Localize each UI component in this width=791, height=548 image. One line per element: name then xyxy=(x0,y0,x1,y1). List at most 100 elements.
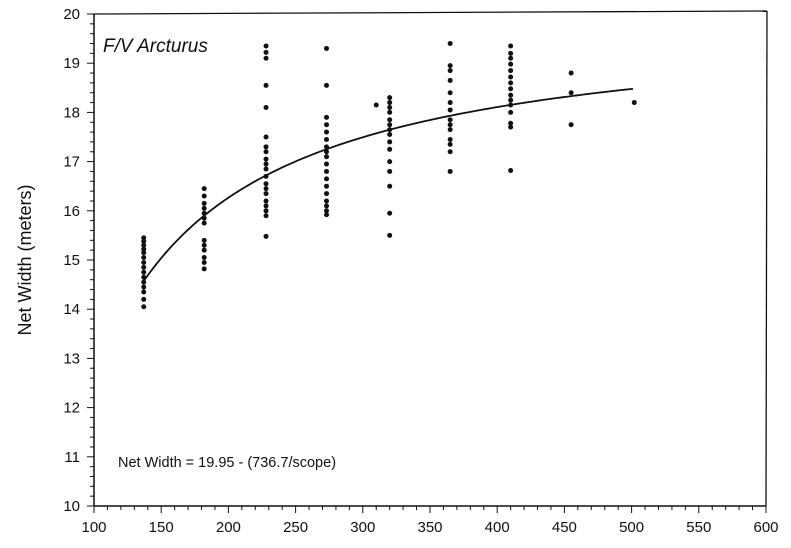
data-point xyxy=(141,246,147,252)
data-point xyxy=(387,139,393,145)
y-tick-label: 19 xyxy=(63,55,80,72)
x-tick-label: 300 xyxy=(350,519,375,536)
data-point xyxy=(324,82,330,88)
data-point xyxy=(324,114,330,120)
data-point xyxy=(324,198,330,204)
data-point xyxy=(141,264,147,270)
y-tick-label: 16 xyxy=(63,203,80,220)
y-tick-label: 13 xyxy=(63,350,80,367)
data-point xyxy=(263,156,269,162)
data-point xyxy=(387,109,393,115)
data-point xyxy=(387,117,393,123)
y-tick-label: 14 xyxy=(63,301,80,318)
data-point xyxy=(508,92,514,98)
data-point xyxy=(201,193,207,199)
data-point xyxy=(324,203,330,209)
data-point xyxy=(447,122,453,128)
data-point xyxy=(447,168,453,174)
data-point xyxy=(141,279,147,285)
data-point xyxy=(263,104,269,110)
y-tick-label: 11 xyxy=(64,449,80,466)
plot-frame-right xyxy=(765,10,768,507)
data-point xyxy=(508,86,514,92)
data-point xyxy=(263,134,269,140)
x-tick-label: 400 xyxy=(485,519,510,536)
data-point xyxy=(568,90,574,96)
data-point xyxy=(201,242,207,248)
data-point xyxy=(447,141,453,147)
data-point xyxy=(508,50,514,56)
data-point xyxy=(263,191,269,197)
data-point xyxy=(201,266,207,272)
data-point xyxy=(447,149,453,155)
data-point xyxy=(508,80,514,86)
x-tick-label: 550 xyxy=(686,519,711,536)
chart-title: F/V Arcturus xyxy=(103,36,208,57)
data-point xyxy=(387,168,393,174)
data-point xyxy=(263,208,269,214)
data-point xyxy=(263,49,269,55)
data-point xyxy=(447,107,453,113)
data-point xyxy=(141,304,147,310)
data-point xyxy=(508,109,514,115)
x-tick-label: 150 xyxy=(149,519,174,536)
y-tick-label: 20 xyxy=(63,6,80,23)
data-point xyxy=(447,127,453,133)
data-point xyxy=(387,132,393,138)
y-tick-label: 10 xyxy=(63,498,80,515)
data-point xyxy=(201,259,207,265)
data-point xyxy=(568,70,574,76)
plot-frame xyxy=(93,10,768,507)
data-point xyxy=(201,247,207,253)
tick-labels: 100 150 200 250 300 350 400 450 500 550 600 10 11 12 1… xyxy=(63,6,778,536)
data-point xyxy=(508,68,514,74)
data-point xyxy=(324,168,330,174)
data-point xyxy=(387,122,393,128)
y-axis-label: Net Width (meters) xyxy=(15,184,35,335)
data-point xyxy=(324,183,330,189)
data-point xyxy=(141,255,147,261)
data-point xyxy=(387,100,393,106)
data-point xyxy=(387,183,393,189)
data-point xyxy=(387,95,393,101)
data-point xyxy=(387,232,393,238)
y-tick-label: 12 xyxy=(63,400,80,417)
data-point xyxy=(201,205,207,211)
data-points xyxy=(141,41,637,310)
data-point xyxy=(508,167,514,173)
data-point xyxy=(263,144,269,150)
data-point xyxy=(387,104,393,110)
data-point xyxy=(263,213,269,219)
data-point xyxy=(141,238,147,244)
data-point xyxy=(324,161,330,167)
x-tick-label: 250 xyxy=(283,519,308,536)
x-tick-label: 350 xyxy=(417,519,442,536)
x-tick-label: 450 xyxy=(552,519,577,536)
axis-ticks xyxy=(87,13,767,513)
data-point xyxy=(141,269,147,275)
fit-equation: Net Width = 19.95 - (736.7/scope) xyxy=(118,455,336,471)
x-tick-label: 500 xyxy=(619,519,644,536)
data-point xyxy=(373,102,379,108)
data-point xyxy=(324,129,330,135)
data-point xyxy=(508,43,514,49)
data-point xyxy=(387,210,393,216)
data-point xyxy=(447,90,453,96)
data-point xyxy=(447,77,453,83)
x-tick-label: 600 xyxy=(753,519,778,536)
data-point xyxy=(324,191,330,197)
data-point xyxy=(631,100,637,106)
data-point xyxy=(447,136,453,142)
data-point xyxy=(141,259,147,265)
data-point xyxy=(141,284,147,290)
data-point xyxy=(324,212,330,218)
data-point xyxy=(141,242,147,248)
data-point xyxy=(263,82,269,88)
data-point xyxy=(387,159,393,165)
data-point xyxy=(263,166,269,172)
data-point xyxy=(387,146,393,152)
data-point xyxy=(201,220,207,226)
y-tick-label: 15 xyxy=(63,252,80,269)
data-point xyxy=(508,61,514,67)
